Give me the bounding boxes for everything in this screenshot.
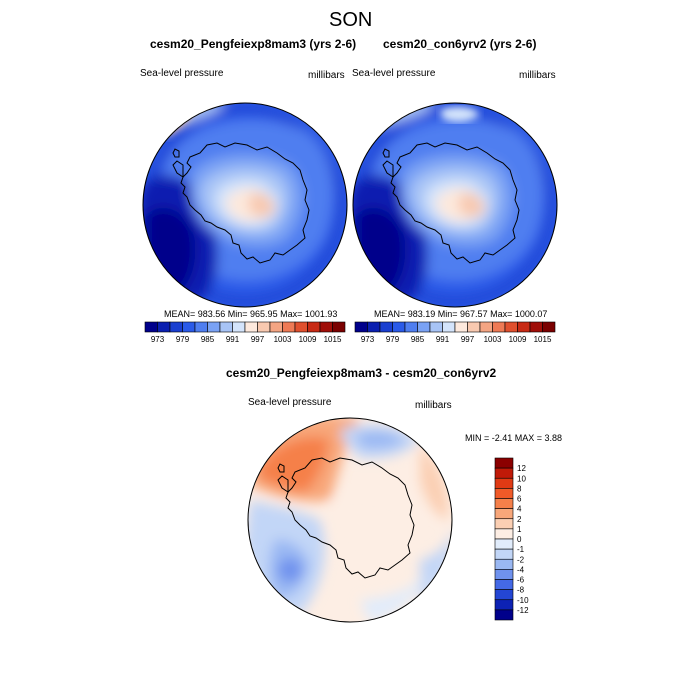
- colorbar-tick-label: 973: [151, 335, 165, 344]
- colorbar-swatch: [294, 321, 308, 333]
- panel1-stats: MEAN= 983.56 Min= 965.95 Max= 1001.93: [164, 309, 338, 319]
- colorbar-swatch: [417, 321, 431, 333]
- colorbar-swatch: [392, 321, 406, 333]
- colorbar-swatch: [282, 321, 296, 333]
- colorbar-swatch: [494, 579, 514, 590]
- colorbar-swatch: [504, 321, 518, 333]
- colorbar-swatch: [182, 321, 196, 333]
- colorbar-swatch: [219, 321, 233, 333]
- panel2-map: [352, 102, 558, 308]
- colorbar-swatch: [244, 321, 258, 333]
- colorbar-swatch: [319, 321, 333, 333]
- colorbar-tick-label: 8: [517, 484, 522, 493]
- colorbar-swatch: [494, 498, 514, 509]
- colorbar-swatch: [542, 321, 556, 333]
- panel3-stats: MIN = -2.41 MAX = 3.88: [465, 433, 563, 443]
- colorbar-swatch: [494, 589, 514, 601]
- colorbar-swatch: [494, 558, 514, 570]
- colorbar-tick-label: -1: [517, 545, 525, 554]
- colorbar-tick-label: 991: [226, 335, 240, 344]
- colorbar-swatch: [194, 321, 208, 333]
- colorbar-swatch: [232, 321, 246, 333]
- colorbar-swatch: [467, 321, 481, 333]
- panel3-units-label: millibars: [415, 400, 452, 411]
- colorbar-tick-label: 1003: [484, 335, 502, 344]
- panel1-map: [142, 102, 348, 308]
- colorbar-tick-label: 1015: [324, 335, 342, 344]
- colorbar-swatch: [354, 321, 368, 333]
- colorbar-tick-label: 997: [461, 335, 475, 344]
- colorbar-tick-label: 4: [517, 505, 522, 514]
- colorbar-swatch: [367, 321, 381, 333]
- colorbar-tick-label: 10: [517, 474, 526, 483]
- colorbar-swatch: [429, 321, 443, 333]
- colorbar-swatch: [157, 321, 171, 333]
- colorbar-swatch: [269, 321, 283, 333]
- panel1-title: cesm20_Pengfeiexp8mam3 (yrs 2-6): [150, 37, 357, 51]
- panel2-variable-label: Sea-level pressure: [352, 68, 436, 79]
- panel1-variable-label: Sea-level pressure: [140, 68, 224, 79]
- colorbar-swatch: [144, 321, 158, 333]
- colorbar-tick-label: -8: [517, 586, 525, 595]
- colorbar-swatch: [494, 538, 514, 550]
- colorbar-tick-label: -12: [517, 606, 529, 615]
- colorbar-tick-label: 973: [361, 335, 375, 344]
- colorbar-tick-label: 1009: [509, 335, 527, 344]
- colorbar-tick-label: 985: [201, 335, 215, 344]
- colorbar-tick-label: 6: [517, 495, 522, 504]
- colorbar-swatch: [494, 477, 514, 489]
- panel3-title: cesm20_Pengfeiexp8mam3 - cesm20_con6yrv2: [226, 366, 497, 380]
- panel3-variable-label: Sea-level pressure: [248, 397, 332, 408]
- colorbar-swatch: [494, 609, 514, 621]
- colorbar-swatch: [207, 321, 221, 333]
- colorbar-tick-label: 979: [176, 335, 190, 344]
- colorbar-tick-label: -10: [517, 596, 529, 605]
- colorbar-swatch: [517, 321, 531, 333]
- colorbar-tick-label: 1: [517, 525, 522, 534]
- colorbar-swatch: [494, 569, 514, 580]
- colorbar-tick-label: 1009: [299, 335, 317, 344]
- colorbar-panel2: 973 979 985 991 997 1003 1009 1015: [354, 321, 556, 344]
- colorbar-swatch: [494, 599, 514, 611]
- colorbar-swatch: [479, 321, 493, 333]
- colorbar-tick-label: 12: [517, 464, 526, 473]
- colorbar-swatch: [494, 518, 514, 530]
- colorbar-swatch: [494, 467, 514, 479]
- panel2-stats: MEAN= 983.19 Min= 967.57 Max= 1000.07: [374, 309, 548, 319]
- colorbar-tick-label: 2: [517, 515, 522, 524]
- colorbar-tick-label: 0: [517, 535, 522, 544]
- panel3-map: [247, 417, 453, 623]
- figure-title: SON: [329, 9, 373, 31]
- colorbar-tick-label: 991: [436, 335, 450, 344]
- colorbar-panel1: 973 979 985 991 997 1003 1009 1015: [144, 321, 346, 344]
- panel2-units-label: millibars: [519, 70, 556, 81]
- panel1-units-label: millibars: [308, 70, 345, 81]
- colorbar-swatch: [494, 548, 514, 560]
- colorbar-swatch: [494, 457, 514, 469]
- colorbar-swatch: [332, 321, 346, 333]
- colorbar-tick-label: 1015: [534, 335, 552, 344]
- colorbar-tick-label: -6: [517, 576, 525, 585]
- colorbar-swatch: [529, 321, 543, 333]
- panel2-title: cesm20_con6yrv2 (yrs 2-6): [383, 37, 537, 51]
- colorbar-swatch: [454, 321, 468, 333]
- colorbar-swatch: [379, 321, 393, 333]
- colorbar-swatch: [442, 321, 456, 333]
- colorbar-swatch: [492, 321, 506, 333]
- colorbar-tick-label: 979: [386, 335, 400, 344]
- colorbar-swatch: [307, 321, 321, 333]
- colorbar-swatch: [169, 321, 183, 333]
- colorbar-tick-label: -2: [517, 555, 525, 564]
- colorbar-swatch: [494, 488, 514, 499]
- colorbar-tick-label: 1003: [274, 335, 292, 344]
- colorbar-tick-label: 997: [251, 335, 265, 344]
- colorbar-swatch: [404, 321, 418, 333]
- colorbar-swatch: [494, 528, 514, 540]
- colorbar-swatch: [494, 508, 514, 520]
- colorbar-swatch: [257, 321, 271, 333]
- colorbar-tick-label: 985: [411, 335, 425, 344]
- colorbar-tick-label: -4: [517, 565, 525, 574]
